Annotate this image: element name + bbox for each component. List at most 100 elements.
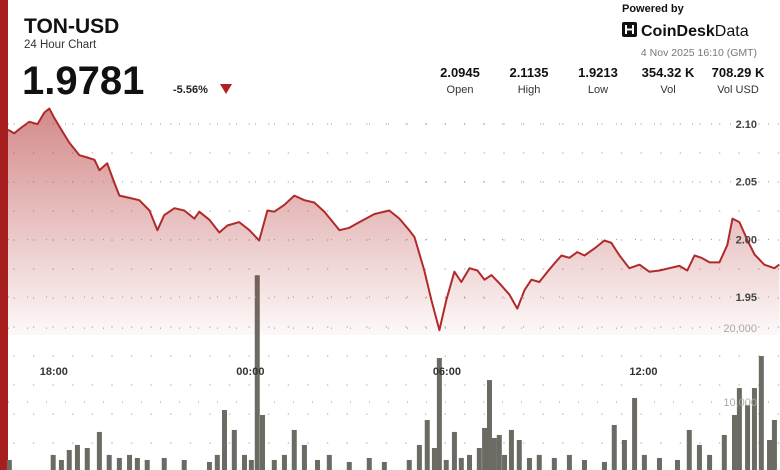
bg-dot <box>248 355 250 357</box>
bg-dot <box>111 413 113 415</box>
bg-dot <box>542 442 544 444</box>
bg-dot <box>522 355 525 357</box>
bg-dot <box>248 442 250 444</box>
x-tick-label: 06:00 <box>433 366 461 378</box>
bg-dot <box>405 413 407 415</box>
bg-dot <box>326 355 329 357</box>
bg-dot <box>366 355 368 357</box>
stat-label: Vol <box>660 84 675 96</box>
bg-dot <box>170 123 172 125</box>
bg-dot <box>660 442 662 444</box>
bg-dot <box>209 442 211 444</box>
volume-bar <box>486 380 492 470</box>
bg-dot <box>542 239 544 241</box>
volume-bar <box>424 419 430 470</box>
volume-bar <box>259 415 265 470</box>
bg-dot <box>483 355 486 357</box>
bg-dot <box>679 123 682 125</box>
bg-dot <box>738 384 740 386</box>
volume-bar <box>551 457 557 470</box>
plot <box>6 107 780 470</box>
bg-dot <box>307 181 309 183</box>
volume-bar <box>502 454 508 470</box>
bg-dot <box>91 442 94 444</box>
stat-label: Open <box>447 84 474 96</box>
bg-dot <box>562 413 564 415</box>
stat-value: 1.9213 <box>578 65 618 80</box>
x-tick-label: 12:00 <box>629 366 657 378</box>
bg-dot <box>620 181 623 183</box>
bg-dot <box>268 123 270 125</box>
bg-dot <box>660 355 662 357</box>
bg-dot <box>130 442 133 444</box>
volume-bar <box>751 388 757 470</box>
bg-dot <box>503 355 505 357</box>
volume-bar <box>366 457 372 470</box>
volume-bar <box>222 409 228 470</box>
bg-dot <box>150 413 152 415</box>
bg-dot <box>679 355 682 357</box>
stat-value: 2.0945 <box>440 65 480 80</box>
volume-bar <box>96 431 102 470</box>
bg-dot <box>189 181 192 183</box>
brand-suffix: Data <box>715 23 749 40</box>
bg-dot <box>522 210 525 212</box>
bg-dot <box>111 355 113 357</box>
bg-dot <box>464 442 466 444</box>
change: -5.56% <box>173 84 208 96</box>
bg-dot <box>581 413 584 415</box>
bg-dot <box>307 384 309 386</box>
bg-dot <box>111 123 113 125</box>
bg-dot <box>640 355 642 357</box>
bg-dot <box>346 152 349 154</box>
bg-dot <box>503 181 505 183</box>
bg-dot <box>385 152 388 154</box>
bg-dot <box>170 384 172 386</box>
bg-dot <box>13 442 15 444</box>
powered-by: Powered by <box>622 3 685 15</box>
bg-dot <box>248 181 250 183</box>
bg-dot <box>464 355 466 357</box>
bg-dot <box>13 413 15 415</box>
bg-dot <box>620 413 623 415</box>
bg-dot <box>170 442 172 444</box>
volume-bar <box>491 437 497 470</box>
bg-dot <box>52 355 54 357</box>
bg-dot <box>660 384 662 386</box>
bg-dot <box>248 123 250 125</box>
bg-dot <box>326 152 329 154</box>
bg-dot <box>228 355 231 357</box>
bg-dot <box>346 413 349 415</box>
bg-dot <box>464 268 466 270</box>
bg-dot <box>738 181 740 183</box>
bg-dot <box>503 442 505 444</box>
bg-dot <box>209 152 211 154</box>
bg-dot <box>326 123 329 125</box>
bg-dot <box>91 123 94 125</box>
bg-dot <box>483 413 486 415</box>
volume-bar <box>656 457 662 470</box>
bg-dot <box>601 152 603 154</box>
volume-bar <box>406 459 412 470</box>
bg-dot <box>366 442 368 444</box>
bg-dot <box>660 210 662 212</box>
volume-bar <box>566 454 572 470</box>
bg-dot <box>503 413 505 415</box>
volume-bar <box>116 457 122 470</box>
bg-dot <box>405 355 407 357</box>
bg-dot <box>346 442 349 444</box>
bg-dot <box>326 413 329 415</box>
bg-dot <box>189 152 192 154</box>
bg-dot <box>366 413 368 415</box>
volume-bar <box>745 405 751 470</box>
bg-dot <box>562 384 564 386</box>
bg-dot <box>385 413 388 415</box>
bg-dot <box>424 355 427 357</box>
volume-bar <box>6 459 12 470</box>
volume-bar <box>536 454 542 470</box>
bg-dot <box>405 181 407 183</box>
bg-dot <box>130 384 133 386</box>
bg-dot <box>777 152 780 154</box>
volume-bar <box>315 459 321 470</box>
bg-dot <box>777 384 780 386</box>
